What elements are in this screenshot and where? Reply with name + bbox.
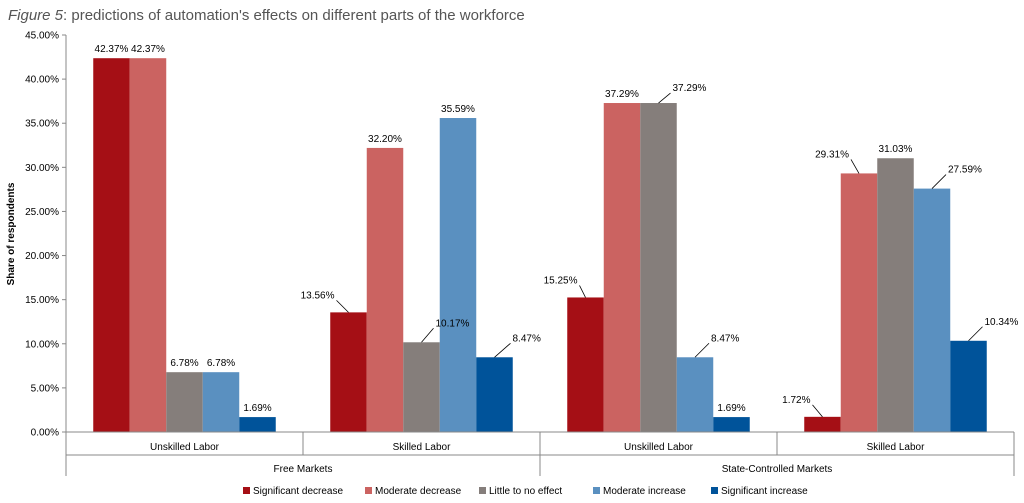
bar bbox=[202, 372, 240, 432]
legend-item: Little to no effect bbox=[479, 486, 562, 497]
legend-swatch bbox=[593, 487, 600, 494]
figure-caption-label: Figure 5 bbox=[8, 7, 64, 24]
data-labels: 42.37% 42.37% 6.78% 6.78% 1.69% 13.56% 32.20% 1… bbox=[95, 44, 1019, 418]
legend-swatch bbox=[479, 487, 486, 494]
label-leader-line bbox=[931, 174, 947, 189]
label-leader-line bbox=[694, 342, 710, 358]
y-tick-label: 5.00% bbox=[31, 383, 59, 394]
bar bbox=[403, 342, 440, 432]
data-label: 6.78% bbox=[170, 358, 198, 369]
legend-item: Significant increase bbox=[711, 486, 808, 497]
data-label: 1.69% bbox=[243, 403, 271, 414]
legend-label: Significant decrease bbox=[253, 486, 343, 497]
label-leader-line bbox=[812, 404, 823, 418]
data-label: 37.29% bbox=[605, 89, 639, 100]
y-tick-label: 20.00% bbox=[25, 251, 59, 262]
data-label: 37.29% bbox=[673, 83, 707, 94]
bar bbox=[877, 158, 914, 432]
data-label: 27.59% bbox=[948, 165, 982, 176]
figure-caption-text: : predictions of automation's effects on… bbox=[63, 7, 525, 24]
bar bbox=[129, 58, 167, 432]
legend-label: Little to no effect bbox=[489, 486, 562, 497]
data-label: 29.31% bbox=[815, 149, 849, 160]
data-label: 8.47% bbox=[513, 333, 541, 344]
x-category-label: Skilled Labor bbox=[393, 442, 451, 453]
data-label: 1.69% bbox=[717, 403, 745, 414]
y-tick-label: 25.00% bbox=[25, 207, 59, 218]
bar bbox=[93, 58, 130, 432]
bar bbox=[950, 340, 987, 432]
x-axis: Unskilled Labor Skilled Labor Unskilled La… bbox=[65, 431, 1015, 476]
bar bbox=[713, 417, 750, 432]
y-tick-label: 40.00% bbox=[25, 75, 59, 86]
legend-label: Significant increase bbox=[721, 486, 808, 497]
bar bbox=[439, 118, 477, 432]
y-tick-label: 10.00% bbox=[25, 339, 59, 350]
legend-item: Moderate increase bbox=[593, 486, 686, 497]
x-group-label: State-Controlled Markets bbox=[722, 464, 833, 475]
data-label: 15.25% bbox=[544, 275, 578, 286]
x-group-label: Free Markets bbox=[274, 464, 333, 475]
legend-item: Moderate decrease bbox=[365, 486, 462, 497]
y-tick-label: 35.00% bbox=[25, 119, 59, 130]
legend-label: Moderate decrease bbox=[375, 486, 462, 497]
bar bbox=[640, 103, 677, 432]
legend: Significant decrease Moderate decrease Lit… bbox=[243, 486, 808, 497]
bar bbox=[603, 103, 641, 432]
legend-item: Significant decrease bbox=[243, 486, 343, 497]
bar bbox=[913, 188, 951, 432]
label-leader-line bbox=[494, 342, 511, 358]
data-label: 32.20% bbox=[368, 134, 402, 145]
data-label: 31.03% bbox=[879, 144, 913, 155]
x-category-label: Skilled Labor bbox=[867, 442, 925, 453]
data-label: 13.56% bbox=[301, 290, 335, 301]
label-leader-line bbox=[336, 300, 349, 313]
data-label: 1.72% bbox=[782, 395, 810, 406]
data-label: 42.37% bbox=[95, 44, 129, 55]
y-tick-label: 30.00% bbox=[25, 163, 59, 174]
bar bbox=[166, 372, 203, 432]
bars bbox=[93, 58, 987, 433]
bar bbox=[476, 357, 513, 432]
x-category-label: Unskilled Labor bbox=[150, 442, 220, 453]
bar bbox=[366, 147, 404, 432]
bar bbox=[840, 173, 878, 433]
data-label: 10.17% bbox=[436, 318, 470, 329]
x-category-label: Unskilled Labor bbox=[624, 442, 694, 453]
label-leader-line bbox=[968, 326, 983, 342]
label-leader-line bbox=[850, 159, 860, 174]
y-axis: 0.00% 5.00% 10.00% 15.00% 20.00% 25.00% 30.00%… bbox=[25, 31, 67, 439]
figure-caption: Figure 5: predictions of automation's ef… bbox=[8, 7, 525, 24]
label-leader-line bbox=[579, 285, 586, 298]
data-label: 8.47% bbox=[711, 333, 739, 344]
bar bbox=[239, 417, 276, 432]
legend-swatch bbox=[711, 487, 718, 494]
legend-label: Moderate increase bbox=[603, 486, 686, 497]
data-label: 10.34% bbox=[985, 317, 1019, 328]
label-leader-line bbox=[421, 328, 434, 343]
legend-swatch bbox=[243, 487, 250, 494]
bar bbox=[330, 312, 367, 432]
bar bbox=[804, 416, 841, 432]
data-label: 35.59% bbox=[441, 104, 475, 115]
bar bbox=[676, 357, 714, 432]
data-label: 6.78% bbox=[207, 358, 235, 369]
legend-swatch bbox=[365, 487, 372, 494]
y-tick-label: 45.00% bbox=[25, 31, 59, 42]
label-leader-line bbox=[658, 92, 671, 104]
bar bbox=[567, 297, 604, 432]
data-label: 42.37% bbox=[131, 44, 165, 55]
y-axis-label: Share of respondents bbox=[6, 182, 17, 285]
y-tick-label: 0.00% bbox=[31, 428, 59, 439]
y-tick-label: 15.00% bbox=[25, 295, 59, 306]
